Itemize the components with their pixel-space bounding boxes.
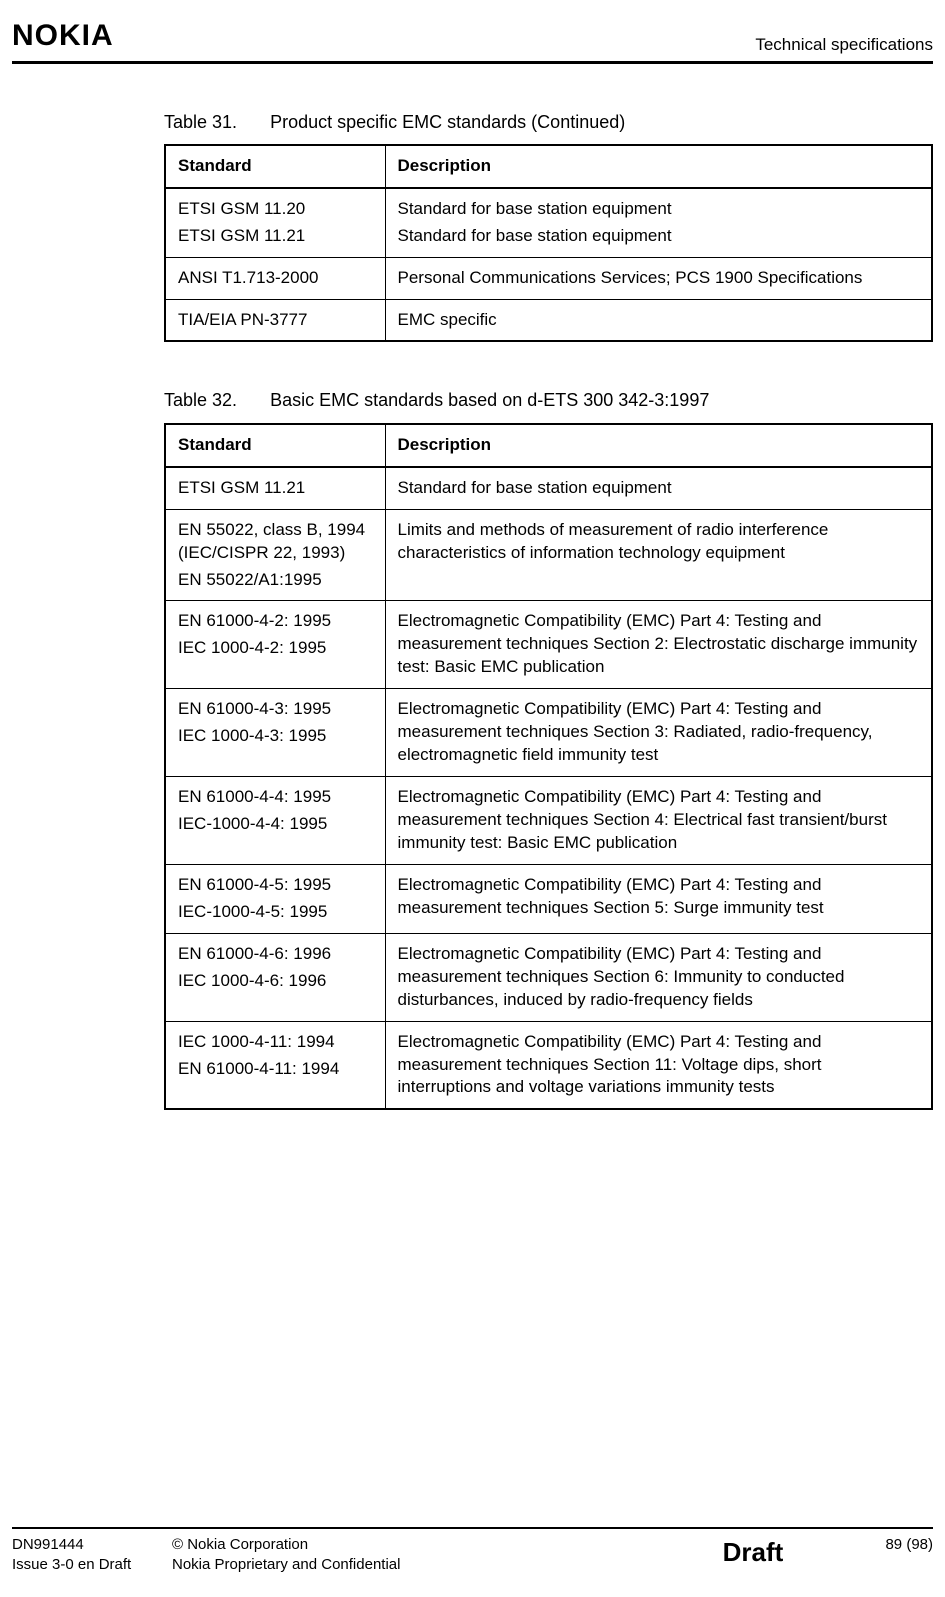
- cell-description: Standard for base station equipment Stand…: [385, 188, 932, 257]
- description-line: Standard for base station equipment: [398, 225, 920, 248]
- standard-line: ETSI GSM 11.21: [178, 225, 373, 248]
- standard-line: EN 55022/A1:1995: [178, 569, 373, 592]
- cell-standard: TIA/EIA PN-3777: [165, 299, 385, 341]
- description-line: Standard for base station equipment: [398, 477, 920, 500]
- standard-line: IEC-1000-4-5: 1995: [178, 901, 373, 924]
- copyright: © Nokia Corporation: [172, 1535, 693, 1555]
- table32-body: ETSI GSM 11.21 Standard for base station …: [165, 467, 932, 1110]
- standard-line: IEC 1000-4-3: 1995: [178, 725, 373, 748]
- cell-standard: IEC 1000-4-11: 1994 EN 61000-4-11: 1994: [165, 1021, 385, 1109]
- table31-body: ETSI GSM 11.20 ETSI GSM 11.21 Standard for…: [165, 188, 932, 342]
- col-description: Description: [385, 424, 932, 467]
- cell-description: Standard for base station equipment: [385, 467, 932, 509]
- page-footer: DN991444 Issue 3-0 en Draft © Nokia Corp…: [12, 1527, 933, 1576]
- table-row: TIA/EIA PN-3777 EMC specific: [165, 299, 932, 341]
- cell-standard: EN 61000-4-4: 1995 IEC-1000-4-4: 1995: [165, 777, 385, 865]
- cell-standard: ETSI GSM 11.21: [165, 467, 385, 509]
- section-title: Technical specifications: [755, 34, 933, 57]
- table-row: ETSI GSM 11.20 ETSI GSM 11.21 Standard for…: [165, 188, 932, 257]
- standard-line: EN 61000-4-4: 1995: [178, 786, 373, 809]
- description-line: Electromagnetic Compatibility (EMC) Part…: [398, 786, 920, 855]
- table31-title: Product specific EMC standards (Continue…: [270, 112, 625, 132]
- page-header: NOKIA Technical specifications: [12, 16, 933, 64]
- cell-standard: ANSI T1.713-2000: [165, 257, 385, 299]
- col-description: Description: [385, 145, 932, 188]
- cell-description: Electromagnetic Compatibility (EMC) Part…: [385, 933, 932, 1021]
- standard-line: EN 61000-4-3: 1995: [178, 698, 373, 721]
- table-row: EN 61000-4-6: 1996 IEC 1000-4-6: 1996 Elec…: [165, 933, 932, 1021]
- document-page: NOKIA Technical specifications Table 31.…: [0, 0, 945, 1597]
- description-line: Electromagnetic Compatibility (EMC) Part…: [398, 874, 920, 920]
- description-line: Personal Communications Services; PCS 19…: [398, 267, 920, 290]
- description-line: Standard for base station equipment: [398, 198, 920, 221]
- standard-line: TIA/EIA PN-3777: [178, 309, 373, 332]
- col-standard: Standard: [165, 424, 385, 467]
- description-line: Electromagnetic Compatibility (EMC) Part…: [398, 698, 920, 767]
- table-row: EN 61000-4-2: 1995 IEC 1000-4-2: 1995 Elec…: [165, 601, 932, 689]
- table-row: IEC 1000-4-11: 1994 EN 61000-4-11: 1994 El…: [165, 1021, 932, 1109]
- col-standard: Standard: [165, 145, 385, 188]
- cell-description: Personal Communications Services; PCS 19…: [385, 257, 932, 299]
- page-content: Table 31. Product specific EMC standards…: [12, 110, 933, 1111]
- standard-line: EN 61000-4-6: 1996: [178, 943, 373, 966]
- standard-line: IEC 1000-4-6: 1996: [178, 970, 373, 993]
- table-row: EN 61000-4-5: 1995 IEC-1000-4-5: 1995 Elec…: [165, 864, 932, 933]
- cell-description: Limits and methods of measurement of rad…: [385, 509, 932, 601]
- cell-description: Electromagnetic Compatibility (EMC) Part…: [385, 689, 932, 777]
- table-row: ETSI GSM 11.21 Standard for base station …: [165, 467, 932, 509]
- standard-line: ANSI T1.713-2000: [178, 267, 373, 290]
- draft-watermark: Draft: [693, 1535, 813, 1570]
- cell-description: Electromagnetic Compatibility (EMC) Part…: [385, 601, 932, 689]
- footer-left: DN991444 Issue 3-0 en Draft: [12, 1535, 172, 1576]
- table31-header-row: Standard Description: [165, 145, 932, 188]
- table-row: EN 61000-4-4: 1995 IEC-1000-4-4: 1995 Elec…: [165, 777, 932, 865]
- standard-line: IEC-1000-4-4: 1995: [178, 813, 373, 836]
- table-row: EN 55022, class B, 1994 (IEC/CISPR 22, 1…: [165, 509, 932, 601]
- standard-line: EN 61000-4-5: 1995: [178, 874, 373, 897]
- standard-line: IEC 1000-4-11: 1994: [178, 1031, 373, 1054]
- description-line: Electromagnetic Compatibility (EMC) Part…: [398, 610, 920, 679]
- footer-center-left: © Nokia Corporation Nokia Proprietary an…: [172, 1535, 693, 1576]
- confidential: Nokia Proprietary and Confidential: [172, 1555, 693, 1575]
- cell-standard: ETSI GSM 11.20 ETSI GSM 11.21: [165, 188, 385, 257]
- description-line: Limits and methods of measurement of rad…: [398, 519, 920, 565]
- table32-caption: Table 32. Basic EMC standards based on d…: [164, 388, 933, 412]
- standard-line: EN 55022, class B, 1994 (IEC/CISPR 22, 1…: [178, 519, 373, 565]
- table31-caption: Table 31. Product specific EMC standards…: [164, 110, 933, 134]
- standard-line: EN 61000-4-2: 1995: [178, 610, 373, 633]
- standard-line: ETSI GSM 11.20: [178, 198, 373, 221]
- table31: Standard Description ETSI GSM 11.20ETSI …: [164, 144, 933, 343]
- table31-number: Table 31.: [164, 110, 237, 134]
- cell-standard: EN 61000-4-3: 1995 IEC 1000-4-3: 1995: [165, 689, 385, 777]
- standard-line: ETSI GSM 11.21: [178, 477, 373, 500]
- cell-standard: EN 61000-4-2: 1995 IEC 1000-4-2: 1995: [165, 601, 385, 689]
- cell-standard: EN 55022, class B, 1994 (IEC/CISPR 22, 1…: [165, 509, 385, 601]
- cell-description: Electromagnetic Compatibility (EMC) Part…: [385, 777, 932, 865]
- table32: Standard Description ETSI GSM 11.21 Stand…: [164, 423, 933, 1111]
- cell-description: Electromagnetic Compatibility (EMC) Part…: [385, 864, 932, 933]
- description-line: EMC specific: [398, 309, 920, 332]
- doc-id: DN991444: [12, 1535, 172, 1555]
- page-number: 89 (98): [813, 1535, 933, 1555]
- table-row: ANSI T1.713-2000 Personal Communications…: [165, 257, 932, 299]
- nokia-logo: NOKIA: [12, 16, 114, 57]
- table32-title: Basic EMC standards based on d-ETS 300 3…: [270, 390, 709, 410]
- cell-standard: EN 61000-4-5: 1995 IEC-1000-4-5: 1995: [165, 864, 385, 933]
- standard-line: IEC 1000-4-2: 1995: [178, 637, 373, 660]
- standard-line: EN 61000-4-11: 1994: [178, 1058, 373, 1081]
- table-row: EN 61000-4-3: 1995 IEC 1000-4-3: 1995 Elec…: [165, 689, 932, 777]
- description-line: Electromagnetic Compatibility (EMC) Part…: [398, 1031, 920, 1100]
- cell-description: Electromagnetic Compatibility (EMC) Part…: [385, 1021, 932, 1109]
- table32-number: Table 32.: [164, 388, 237, 412]
- table32-header-row: Standard Description: [165, 424, 932, 467]
- issue-line: Issue 3-0 en Draft: [12, 1555, 172, 1575]
- cell-standard: EN 61000-4-6: 1996 IEC 1000-4-6: 1996: [165, 933, 385, 1021]
- cell-description: EMC specific: [385, 299, 932, 341]
- description-line: Electromagnetic Compatibility (EMC) Part…: [398, 943, 920, 1012]
